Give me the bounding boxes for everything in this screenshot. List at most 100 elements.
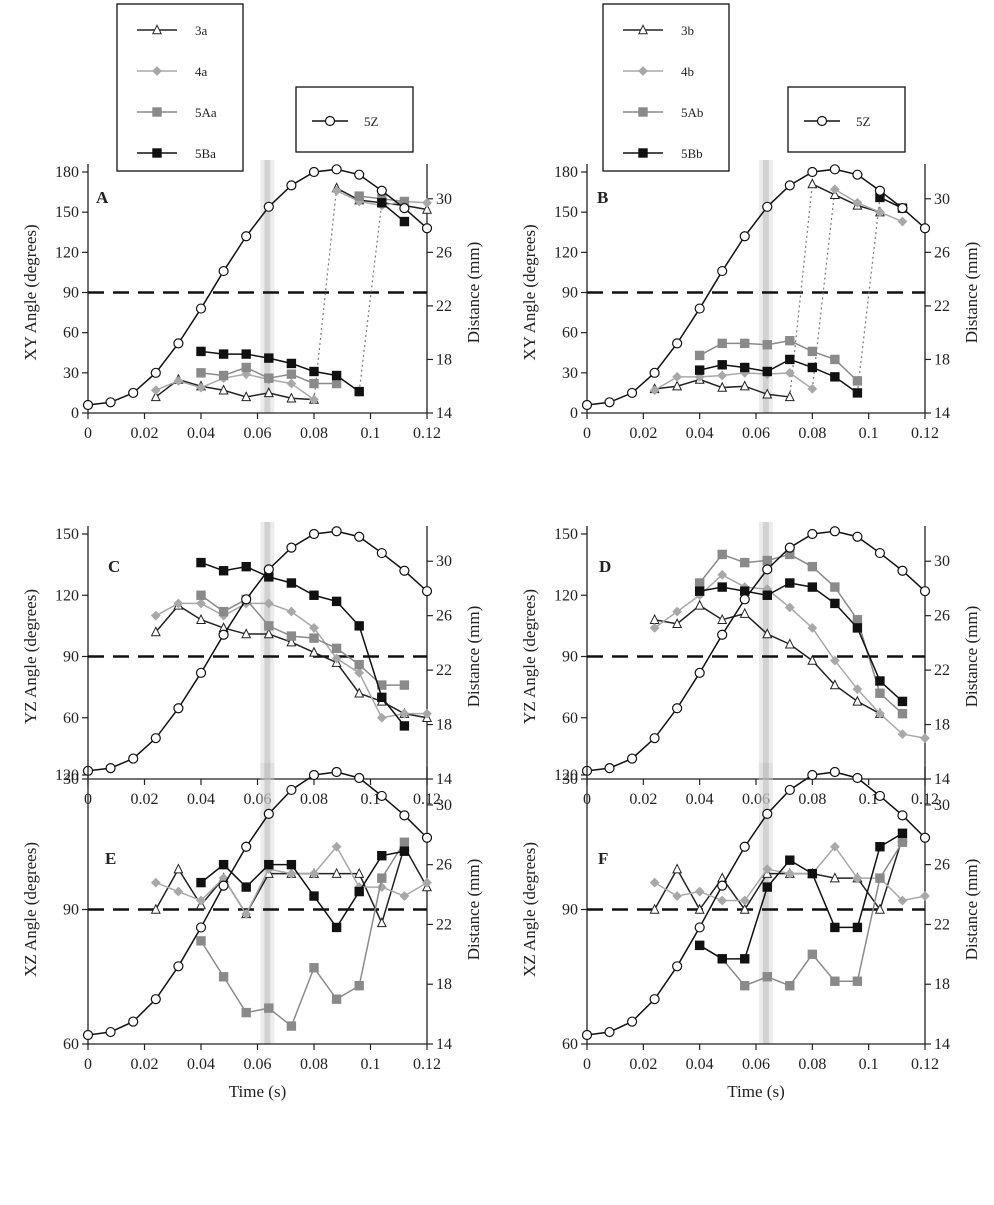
y-right-tick-label: 22 bbox=[934, 662, 950, 679]
y-right-tick-label: 30 bbox=[934, 797, 950, 814]
data-point bbox=[377, 692, 387, 703]
data-point bbox=[421, 203, 433, 214]
series-5z bbox=[581, 164, 931, 411]
data-point bbox=[82, 1029, 94, 1041]
data-point bbox=[354, 886, 364, 897]
data-point bbox=[920, 733, 930, 744]
data-point bbox=[286, 542, 297, 553]
data-point bbox=[173, 598, 184, 609]
series-line bbox=[200, 561, 405, 727]
y-left-tick-label: 120 bbox=[554, 587, 578, 604]
data-point bbox=[399, 708, 410, 719]
data-point bbox=[82, 399, 94, 411]
y-left-tick-label: 180 bbox=[55, 164, 79, 181]
data-point bbox=[919, 832, 931, 843]
data-point bbox=[354, 621, 364, 631]
y-left-axis-label: XY Angle (degrees) bbox=[21, 224, 40, 360]
y-left-tick-label: 120 bbox=[55, 767, 79, 784]
data-point bbox=[399, 721, 410, 731]
data-point bbox=[694, 586, 705, 596]
data-point bbox=[195, 303, 207, 314]
series-5ba bbox=[196, 846, 410, 933]
x-tick-label: 0.08 bbox=[300, 791, 328, 808]
data-point bbox=[377, 873, 387, 883]
data-point bbox=[354, 386, 364, 397]
data-point bbox=[218, 349, 229, 359]
x-tick-label: 0.02 bbox=[629, 1056, 657, 1073]
data-point bbox=[173, 863, 184, 874]
x-tick-label: 0.04 bbox=[187, 1056, 215, 1073]
data-point bbox=[852, 684, 863, 695]
legend-swatch-marker bbox=[152, 66, 162, 76]
data-point bbox=[875, 708, 885, 719]
y-left-tick-label: 90 bbox=[562, 902, 578, 919]
series-5z bbox=[82, 766, 433, 1041]
data-point bbox=[649, 613, 660, 624]
data-point bbox=[354, 191, 364, 201]
data-point bbox=[196, 936, 206, 946]
data-point bbox=[626, 387, 638, 399]
series-line bbox=[586, 168, 926, 406]
data-point bbox=[919, 223, 931, 234]
data-point bbox=[331, 653, 342, 664]
data-point bbox=[875, 842, 885, 852]
y-right-tick-label: 30 bbox=[436, 797, 452, 814]
data-point bbox=[263, 808, 274, 819]
y-right-tick-label: 26 bbox=[934, 608, 950, 625]
data-point bbox=[739, 594, 750, 605]
series-5bb bbox=[694, 828, 908, 964]
data-point bbox=[626, 1016, 638, 1027]
data-point bbox=[694, 667, 705, 678]
data-point bbox=[785, 336, 795, 346]
y-left-tick-label: 150 bbox=[55, 204, 79, 221]
data-point bbox=[762, 388, 773, 399]
data-point bbox=[399, 203, 410, 214]
panel-label: E bbox=[105, 849, 116, 868]
legend-frame bbox=[602, 3, 730, 172]
data-point bbox=[784, 542, 795, 553]
x-tick-label: 0.06 bbox=[244, 1056, 272, 1073]
x-tick-label: 0.08 bbox=[300, 1056, 328, 1073]
data-point bbox=[128, 1016, 139, 1027]
data-point bbox=[672, 606, 683, 617]
data-point bbox=[309, 623, 319, 633]
data-point bbox=[784, 367, 795, 378]
y-right-tick-label: 18 bbox=[436, 351, 452, 368]
data-point bbox=[218, 972, 229, 982]
legend-swatch-marker bbox=[324, 115, 336, 127]
series-5ab bbox=[694, 837, 908, 991]
data-point bbox=[195, 667, 207, 678]
x-tick-label: 0.04 bbox=[187, 791, 215, 808]
x-axis-label: Time (s) bbox=[727, 1082, 784, 1101]
data-point bbox=[128, 753, 139, 764]
data-point bbox=[331, 841, 342, 852]
data-point bbox=[830, 582, 840, 592]
data-point bbox=[241, 594, 252, 605]
x-tick-label: 0.08 bbox=[798, 1056, 826, 1073]
data-point bbox=[739, 903, 750, 914]
data-point bbox=[649, 367, 660, 378]
data-point bbox=[286, 358, 297, 369]
data-point bbox=[150, 733, 161, 744]
data-point bbox=[376, 917, 387, 928]
data-point bbox=[286, 578, 297, 588]
legend-label: 3a bbox=[195, 23, 208, 38]
data-point bbox=[762, 555, 772, 566]
data-point bbox=[717, 265, 728, 277]
y-left-tick-label: 120 bbox=[55, 244, 79, 261]
series-5aa bbox=[196, 191, 410, 389]
series-line bbox=[834, 188, 903, 223]
panel-label: C bbox=[108, 557, 120, 576]
y-left-tick-label: 30 bbox=[63, 771, 79, 788]
y-left-tick-label: 180 bbox=[554, 164, 578, 181]
panel-a: 0 0.02 0.04 0.06 0.08 0.1 0.12 0 30 60 90 120 150 180… bbox=[21, 3, 483, 442]
data-point bbox=[196, 598, 206, 609]
data-point bbox=[784, 868, 795, 879]
data-point bbox=[331, 378, 342, 389]
data-point bbox=[173, 338, 184, 349]
legend-swatch-marker bbox=[816, 115, 828, 127]
data-point bbox=[286, 868, 297, 879]
x-tick-label: 0 bbox=[84, 1056, 92, 1073]
data-point bbox=[830, 922, 840, 933]
x-tick-label: 0.08 bbox=[798, 425, 826, 442]
